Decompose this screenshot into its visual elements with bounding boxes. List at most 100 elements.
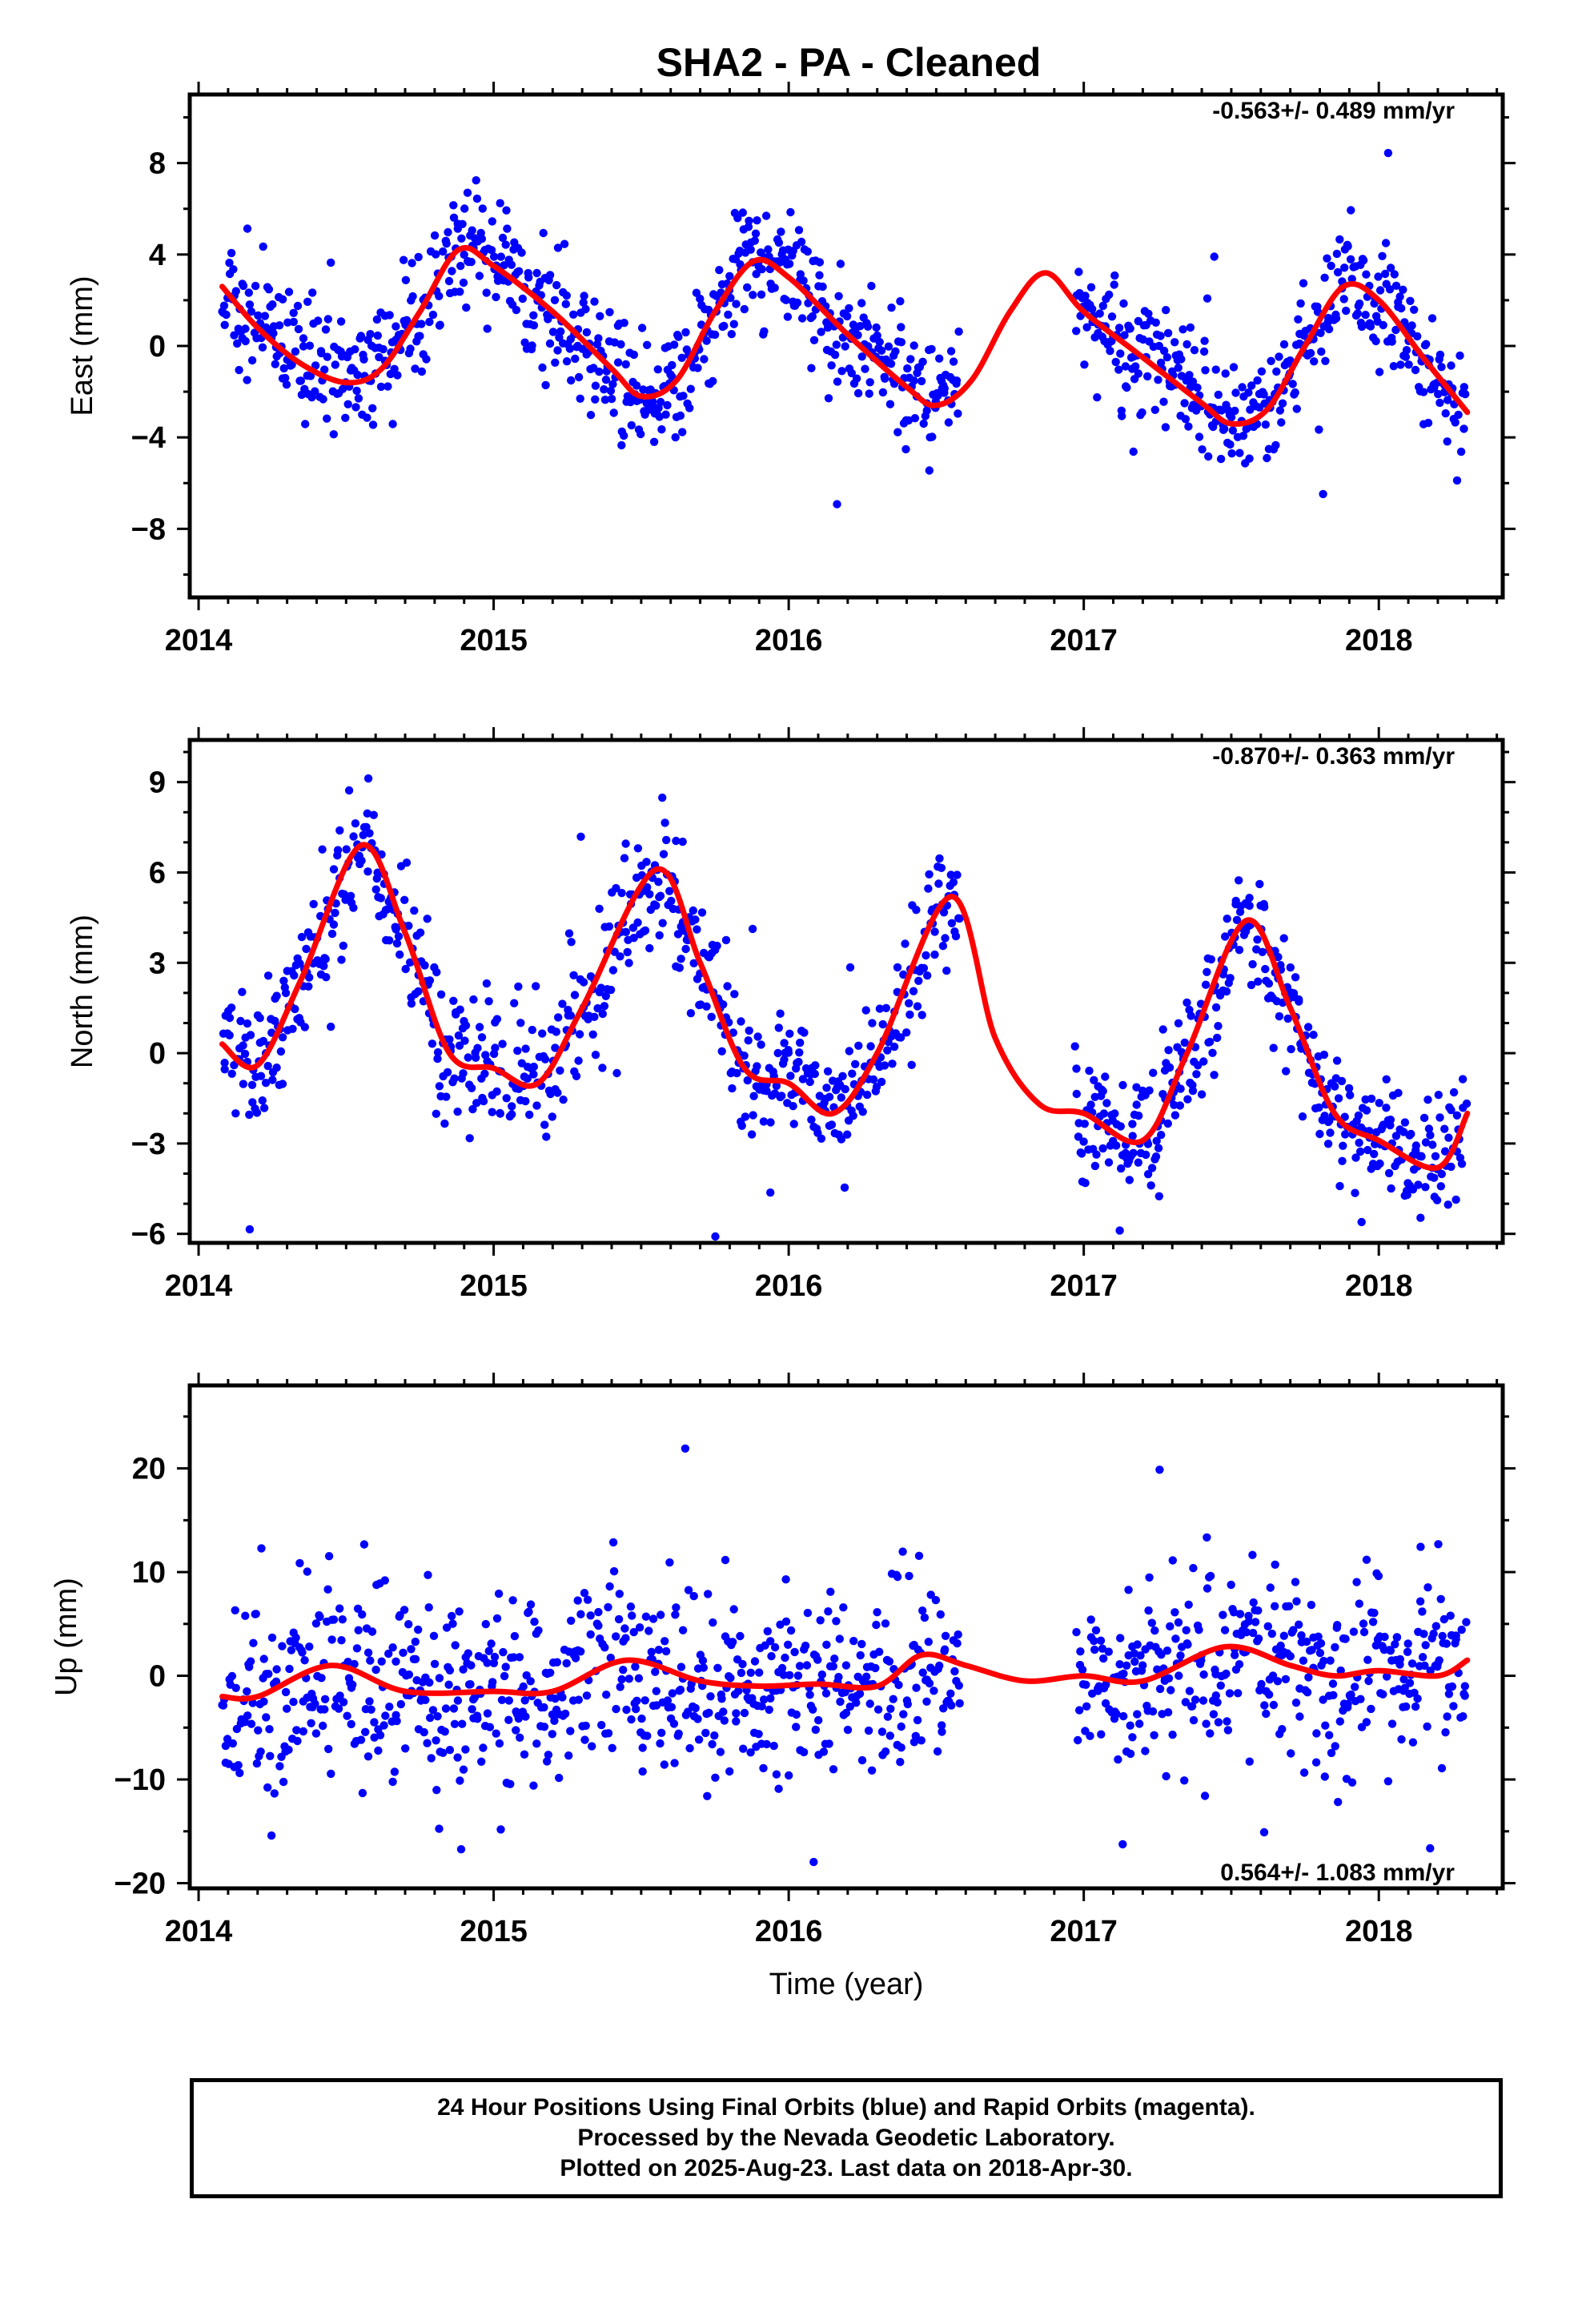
- data-point: [343, 400, 352, 408]
- data-point: [504, 1696, 513, 1705]
- data-point: [1146, 1181, 1155, 1190]
- data-point: [728, 1084, 737, 1093]
- data-point: [591, 395, 600, 404]
- data-point: [492, 1087, 501, 1096]
- data-point: [830, 1655, 839, 1663]
- data-point: [927, 344, 936, 354]
- data-point: [566, 1727, 575, 1735]
- data-point: [417, 367, 427, 376]
- data-point: [1126, 1749, 1135, 1759]
- data-point: [1387, 337, 1396, 346]
- data-point: [1227, 449, 1236, 458]
- data-point: [1321, 356, 1330, 365]
- data-point: [621, 360, 630, 369]
- data-point: [440, 1727, 449, 1736]
- data-point: [1244, 388, 1253, 397]
- data-point: [640, 926, 650, 935]
- data-point: [1342, 306, 1351, 316]
- data-point: [679, 392, 688, 400]
- data-point: [1462, 1618, 1471, 1626]
- data-point: [841, 342, 849, 351]
- data-point: [1286, 1652, 1295, 1661]
- data-point: [732, 1709, 741, 1718]
- data-point: [420, 1727, 428, 1737]
- data-point: [284, 287, 294, 296]
- data-point: [1099, 1109, 1109, 1118]
- data-point: [1292, 1597, 1301, 1606]
- data-point: [789, 1102, 797, 1111]
- data-point: [1147, 1618, 1157, 1627]
- data-point: [402, 316, 412, 324]
- data-point: [356, 332, 366, 340]
- data-point: [918, 1668, 927, 1677]
- data-point: [1077, 1149, 1086, 1158]
- data-point: [1357, 1217, 1366, 1227]
- data-point: [1197, 1090, 1207, 1099]
- data-point: [1131, 362, 1140, 371]
- data-point: [335, 1691, 344, 1700]
- data-point: [1434, 1540, 1443, 1549]
- data-point: [461, 1021, 471, 1030]
- data-point: [319, 395, 327, 404]
- data-point: [1152, 1136, 1161, 1145]
- data-point: [1119, 299, 1128, 308]
- data-point: [233, 339, 242, 348]
- data-point: [1276, 1641, 1285, 1651]
- data-point: [1145, 1086, 1154, 1095]
- data-point: [1191, 1695, 1200, 1704]
- data-point: [939, 908, 949, 917]
- data-point: [919, 419, 928, 428]
- data-point: [940, 1645, 950, 1654]
- data-point: [780, 1055, 789, 1064]
- data-point: [805, 1691, 814, 1699]
- data-point: [368, 420, 378, 429]
- data-point: [781, 296, 790, 304]
- data-point: [460, 1036, 469, 1045]
- data-point: [352, 386, 361, 396]
- data-point: [1295, 1620, 1303, 1629]
- data-point: [627, 1715, 636, 1724]
- rate-label: -0.870+/- 0.363 mm/yr: [1212, 743, 1455, 770]
- data-point: [1339, 295, 1348, 304]
- data-point: [946, 870, 956, 879]
- data-point: [574, 372, 584, 382]
- data-point: [777, 1663, 787, 1673]
- data-point: [442, 1623, 452, 1632]
- data-point: [784, 1048, 793, 1057]
- data-point: [1326, 1128, 1335, 1137]
- data-point: [329, 865, 339, 874]
- data-point: [1133, 1710, 1142, 1719]
- data-point: [1114, 324, 1124, 332]
- data-point: [668, 1689, 677, 1698]
- data-point: [1303, 1023, 1313, 1031]
- data-point: [1440, 1147, 1450, 1156]
- data-point: [241, 324, 250, 333]
- data-point: [1449, 1088, 1459, 1097]
- data-point: [875, 1647, 884, 1656]
- data-point: [1156, 332, 1165, 340]
- data-point: [883, 1046, 892, 1055]
- data-point: [376, 894, 385, 903]
- data-point: [713, 1663, 722, 1672]
- data-point: [304, 982, 313, 991]
- data-point: [1081, 292, 1090, 300]
- data-point: [1128, 1120, 1137, 1128]
- data-point: [739, 1744, 748, 1753]
- data-point: [774, 1023, 783, 1032]
- data-point: [546, 1668, 555, 1677]
- data-point: [299, 1727, 307, 1736]
- data-point: [1279, 340, 1289, 349]
- data-point: [489, 1659, 499, 1667]
- data-point: [249, 1638, 258, 1647]
- data-point: [524, 273, 533, 282]
- data-point: [1283, 1014, 1292, 1023]
- data-point: [1401, 352, 1411, 361]
- data-point: [348, 1680, 357, 1689]
- data-point: [1217, 406, 1227, 415]
- data-point: [878, 1019, 887, 1029]
- data-point: [899, 970, 908, 979]
- data-point: [1107, 312, 1117, 321]
- data-point: [550, 1716, 559, 1725]
- data-point: [263, 1061, 272, 1071]
- data-point: [266, 1751, 275, 1760]
